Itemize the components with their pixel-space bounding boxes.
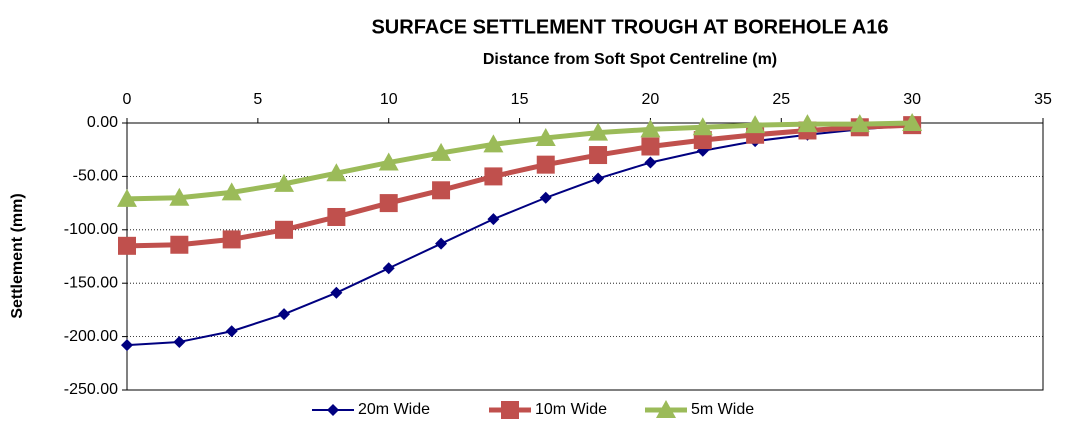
point <box>169 187 190 206</box>
point <box>640 119 661 138</box>
point <box>379 194 398 213</box>
series-line <box>126 122 913 249</box>
x-tick-label: 30 <box>903 91 921 108</box>
point <box>326 163 347 182</box>
point <box>692 117 713 136</box>
point <box>641 137 660 156</box>
point <box>644 156 657 169</box>
point <box>693 131 712 150</box>
point <box>117 188 137 207</box>
point <box>797 114 818 133</box>
point <box>536 155 555 174</box>
y-tick-label: -50.00 <box>73 168 118 185</box>
point <box>435 237 448 250</box>
point <box>484 167 503 186</box>
point <box>278 308 291 321</box>
legend-label: 5m Wide <box>691 401 754 418</box>
legend-marker <box>327 404 339 416</box>
legend-marker <box>656 400 676 418</box>
point <box>378 152 399 171</box>
point <box>432 181 451 200</box>
x-tick-label: 5 <box>253 91 262 108</box>
y-tick-label: -250.00 <box>64 381 118 398</box>
point <box>330 286 343 299</box>
x-tick-label: 25 <box>772 91 790 108</box>
point <box>902 113 923 131</box>
point <box>592 172 605 185</box>
point <box>849 114 870 133</box>
series-line <box>126 124 913 347</box>
x-tick-label: 20 <box>642 91 660 108</box>
point <box>173 335 186 348</box>
point <box>539 191 552 204</box>
point <box>170 235 189 254</box>
point <box>222 230 241 249</box>
legend-label: 20m Wide <box>358 401 430 418</box>
point <box>118 236 136 255</box>
plot-border <box>126 122 1044 391</box>
chart-title: SURFACE SETTLEMENT TROUGH AT BOREHOLE A1… <box>371 16 888 38</box>
point <box>274 173 295 192</box>
x-axis-label: Distance from Soft Spot Centreline (m) <box>483 51 777 68</box>
point <box>225 325 238 338</box>
y-axis-label: Settlement (mm) <box>9 193 26 318</box>
x-tick-label: 15 <box>511 91 529 108</box>
point <box>121 339 133 352</box>
legend-label: 10m Wide <box>535 401 607 418</box>
point <box>588 122 609 141</box>
point <box>431 142 452 161</box>
series-line <box>126 120 913 202</box>
point <box>589 146 608 165</box>
point <box>382 262 395 275</box>
y-tick-label: -200.00 <box>64 328 118 345</box>
point <box>487 213 500 226</box>
y-tick-label: -100.00 <box>64 221 118 238</box>
x-tick-label: 0 <box>123 91 132 108</box>
point <box>535 127 556 146</box>
point <box>745 115 766 134</box>
point <box>483 134 504 153</box>
point <box>275 220 294 239</box>
point <box>221 182 242 201</box>
x-tick-label: 10 <box>380 91 398 108</box>
y-tick-label: 0.00 <box>87 114 118 131</box>
point <box>327 207 346 226</box>
legend-marker <box>501 401 519 419</box>
y-tick-label: -150.00 <box>64 274 118 291</box>
x-tick-label: 35 <box>1034 91 1052 108</box>
